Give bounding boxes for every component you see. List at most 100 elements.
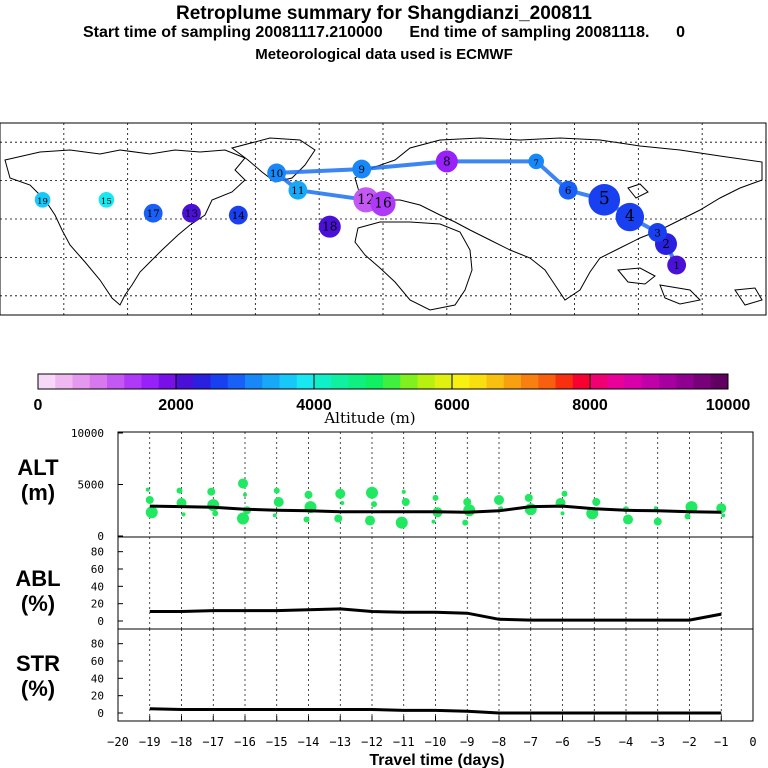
cluster-label: 19 [37,197,48,207]
alt-scatter-point [207,499,220,512]
alt-scatter-point [243,492,247,497]
alt-scatter-point [181,512,186,517]
str-label: STR [16,651,60,676]
y-tick-label: 10000 [71,427,104,440]
alt-scatter-point [145,495,154,504]
colorbar-cell [158,374,177,389]
str-line [149,707,722,715]
alt-scatter-point [340,501,345,506]
colorbar-tick-label: 6000 [434,397,470,414]
met-data-note: Meteorological data used is ECMWF [255,46,513,63]
cluster-marker: 11 [288,180,308,200]
colorbar-cell [38,374,56,389]
alt-scatter-point [684,513,691,520]
cluster-marker: 16 [370,191,396,217]
alt-scatter-point [586,507,599,520]
y-tick-label: 0 [97,707,104,720]
x-axis-label: Travel time (days) [369,752,504,768]
colorbar-cell [245,374,263,389]
panel-1: 0 20 40 60 80 [91,537,722,629]
alt-scatter-point [212,510,219,517]
cluster-label: 16 [374,196,392,212]
cluster-marker: 6 [558,180,578,200]
panel-2: 0 20 40 60 80 [91,629,722,721]
alt-unit: (m) [21,480,55,505]
colorbar-tick-label: 2000 [158,397,194,414]
alt-scatter-point [273,487,280,494]
x-tick-label: −10 [425,735,447,749]
alt-scatter-point [238,478,248,489]
alt-scatter-point [145,506,158,519]
cluster-circle [648,223,667,242]
cluster-label: 6 [565,185,572,197]
cluster-circle [370,191,396,217]
alt-scatter-point [145,487,150,492]
abl-unit: (%) [21,591,55,616]
alt-scatter-point [463,504,476,517]
cluster-label: 17 [147,208,160,220]
alt-scatter-point [431,519,436,524]
x-tick-label: −12 [361,735,383,749]
colorbar-tick-label: 4000 [296,397,332,414]
alt-scatter-point [395,516,408,529]
alt-scatter-point [371,501,377,508]
colorbar-cell [279,374,298,389]
alt-scatter-point [273,497,284,508]
sampling-times: Start time of sampling 20081117.210000 E… [82,24,686,41]
colorbar-cell [262,374,280,389]
panel-0: 0 5000 10000 [71,427,727,543]
cluster-circle [182,203,201,223]
cluster-marker: 5 [588,184,621,216]
colorbar-cell [590,374,608,389]
cluster-circle [558,180,578,200]
colorbar-cell [314,374,332,389]
cluster-label: 5 [599,189,610,209]
x-tick-label: 0 [749,735,756,749]
colorbar-cell [710,374,729,389]
x-tick-label: −16 [234,735,256,749]
cluster-label: 14 [232,210,246,222]
x-tick-label: −4 [619,735,633,749]
cluster-marker: 17 [143,203,163,223]
alt-mean-line [149,504,722,514]
colorbar-cells [38,374,729,389]
colorbar-cell [348,374,367,389]
cluster-marker: 7 [528,153,544,170]
colorbar-tick-labels: 0 2000 4000 6000 8000 10000 [34,374,751,414]
x-tick-label: −9 [460,735,474,749]
colorbar-cell [555,374,574,389]
colorbar-cell [452,374,470,389]
alt-scatter-point [494,494,504,505]
y-tick-label: 0 [97,615,104,628]
alt-scatter-point [560,511,565,516]
y-tick-label: 80 [91,546,104,559]
alt-label: ALT [17,455,59,480]
cluster-label: 15 [101,197,112,207]
cluster-marker: 1 [667,255,687,275]
cluster-marker: 14 [228,205,248,225]
colorbar-tick-label: 8000 [572,397,608,414]
colorbar-cell [227,374,246,389]
colorbar-cell [331,374,349,389]
colorbar-tick-label: 10000 [706,397,751,414]
cluster-label: 3 [654,227,661,239]
alt-scatter-point [561,490,568,497]
colorbar-cell [607,374,625,389]
cluster-label: 1 [673,260,680,272]
cluster-label: 4 [625,207,635,225]
colorbar-cell [538,374,556,389]
cluster-circle [318,215,341,238]
abl-label: ABL [15,566,60,591]
y-tick-label: 20 [91,690,104,703]
cluster-circle [588,184,621,216]
y-tick-label: 20 [91,598,104,611]
colorbar-cell [296,374,315,389]
alt-scatter-point [365,515,375,526]
x-tick-label: −18 [171,735,193,749]
alt-scatter-point [462,519,469,526]
colorbar-cell [572,374,591,389]
cluster-marker: 19 [34,192,51,208]
cluster-marker: 10 [267,163,287,183]
